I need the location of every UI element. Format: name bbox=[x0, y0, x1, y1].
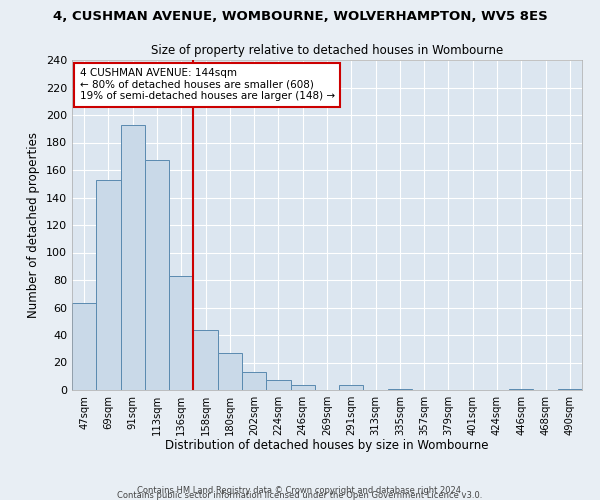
Bar bbox=[266, 380, 290, 390]
Bar bbox=[96, 180, 121, 390]
Bar bbox=[242, 372, 266, 390]
Text: 4 CUSHMAN AVENUE: 144sqm
← 80% of detached houses are smaller (608)
19% of semi-: 4 CUSHMAN AVENUE: 144sqm ← 80% of detach… bbox=[80, 68, 335, 102]
Title: Size of property relative to detached houses in Wombourne: Size of property relative to detached ho… bbox=[151, 44, 503, 58]
Bar bbox=[509, 388, 533, 390]
Bar bbox=[121, 124, 145, 390]
Text: Contains public sector information licensed under the Open Government Licence v3: Contains public sector information licen… bbox=[118, 491, 482, 500]
Text: 4, CUSHMAN AVENUE, WOMBOURNE, WOLVERHAMPTON, WV5 8ES: 4, CUSHMAN AVENUE, WOMBOURNE, WOLVERHAMP… bbox=[53, 10, 547, 23]
Bar bbox=[339, 384, 364, 390]
Bar bbox=[218, 353, 242, 390]
Bar bbox=[145, 160, 169, 390]
Bar bbox=[558, 388, 582, 390]
Bar bbox=[169, 276, 193, 390]
Text: Contains HM Land Registry data © Crown copyright and database right 2024.: Contains HM Land Registry data © Crown c… bbox=[137, 486, 463, 495]
Bar bbox=[290, 384, 315, 390]
Bar bbox=[72, 304, 96, 390]
Bar bbox=[193, 330, 218, 390]
Y-axis label: Number of detached properties: Number of detached properties bbox=[28, 132, 40, 318]
X-axis label: Distribution of detached houses by size in Wombourne: Distribution of detached houses by size … bbox=[165, 440, 489, 452]
Bar bbox=[388, 388, 412, 390]
